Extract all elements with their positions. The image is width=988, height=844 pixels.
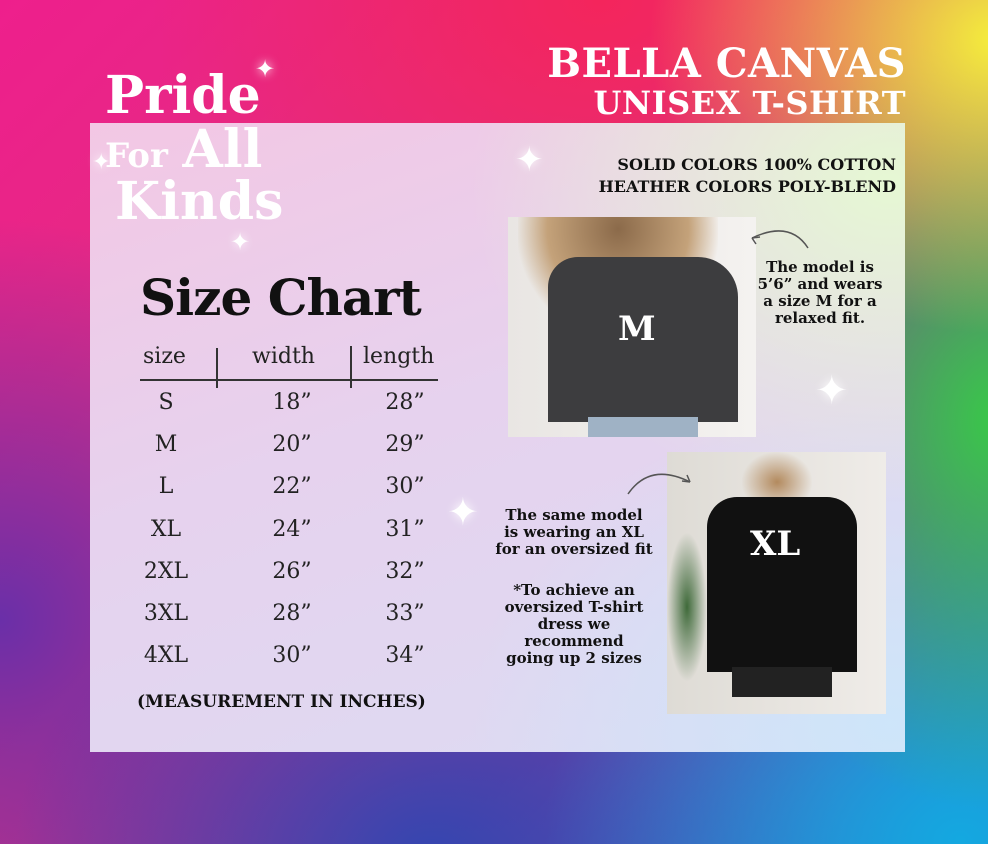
sparkle-icon: ✦ [92,150,111,175]
plant [667,532,707,682]
tip-line: oversized T-shirt [504,598,644,616]
header-width: width [252,344,315,369]
tip-line: *To achieve an [513,581,635,599]
size-xl-note: The same model is wearing an XL for an o… [484,507,664,558]
jeans [588,417,698,437]
length-cell: 34” [385,643,425,669]
length-cell: 29” [385,432,425,458]
model-photo-size-m: M [508,217,756,437]
tip-line: recommend [524,632,624,650]
logo-word-all: All [182,119,263,180]
length-cell: 28” [385,390,425,415]
tip-line: dress we [537,615,611,633]
length-cell: 33” [385,601,425,626]
t-shirt-xl [707,497,857,672]
logo-line-1: Pride [105,65,261,126]
model-photo-size-xl: XL [667,452,886,714]
header-size: size [143,344,186,369]
brand-subtitle: UNISEX T-SHIRT [593,84,906,122]
width-cell: 30” [272,643,312,669]
column-divider [216,348,218,388]
t-shirt-m [548,257,738,422]
size-cell: 3XL [143,601,189,626]
length-cell: 31” [385,516,425,542]
length-cell: 32” [385,558,425,584]
note-line: relaxed fit. [774,309,866,327]
size-label-m: M [618,309,656,349]
pride-for-all-kinds-logo: Pride For All Kinds [105,70,283,228]
size-cell: L [158,474,174,500]
size-cell: XL [150,516,182,542]
arrow-to-xl-photo [627,473,691,495]
material-info: SOLID COLORS 100% COTTON HEATHER COLORS … [599,154,896,198]
measurement-note: (MEASUREMENT IN INCHES) [137,692,426,712]
note-line: The model is [766,258,874,276]
sparkle-icon: ✦ [255,55,276,83]
sparkle-icon: ✦ [230,228,251,256]
note-line: 5’6” and wears [757,275,883,293]
header-divider [140,379,438,381]
shorts [732,667,832,697]
width-cell: 24” [272,516,312,542]
width-cell: 22” [272,474,312,500]
note-line: The same model [505,506,643,524]
brand-title: BELLA CANVAS [547,40,906,87]
sparkle-icon: ✦ [515,140,544,180]
oversized-tip: *To achieve an oversized T-shirt dress w… [484,582,664,667]
note-line: for an oversized fit [495,540,653,558]
width-cell: 20” [272,432,312,458]
logo-word-for: For [105,136,168,176]
logo-line-2: For All [105,124,283,176]
size-cell: 2XL [143,558,189,584]
note-line: is wearing an XL [504,523,644,541]
tip-line: going up 2 sizes [506,649,642,667]
column-divider [350,346,352,388]
width-cell: 28” [272,601,312,626]
sparkle-icon: ✦ [447,490,479,534]
width-cell: 26” [272,558,312,584]
size-label-xl: XL [750,524,801,564]
header-length: length [363,344,435,369]
material-line-2: HEATHER COLORS POLY-BLEND [598,177,896,196]
length-cell: 30” [385,474,425,500]
page-title: Size Chart [140,268,422,327]
sparkle-icon: ✦ [815,368,849,414]
width-cell: 18” [272,390,312,415]
logo-line-3: Kinds [115,171,284,232]
size-cell: 4XL [143,643,189,669]
material-line-1: SOLID COLORS 100% COTTON [617,155,896,174]
note-line: a size M for a [763,292,877,310]
arrow-to-m-photo [751,230,809,249]
size-cell: S [158,390,174,415]
size-cell: M [154,432,178,458]
size-m-note: The model is 5’6” and wears a size M for… [755,259,885,327]
